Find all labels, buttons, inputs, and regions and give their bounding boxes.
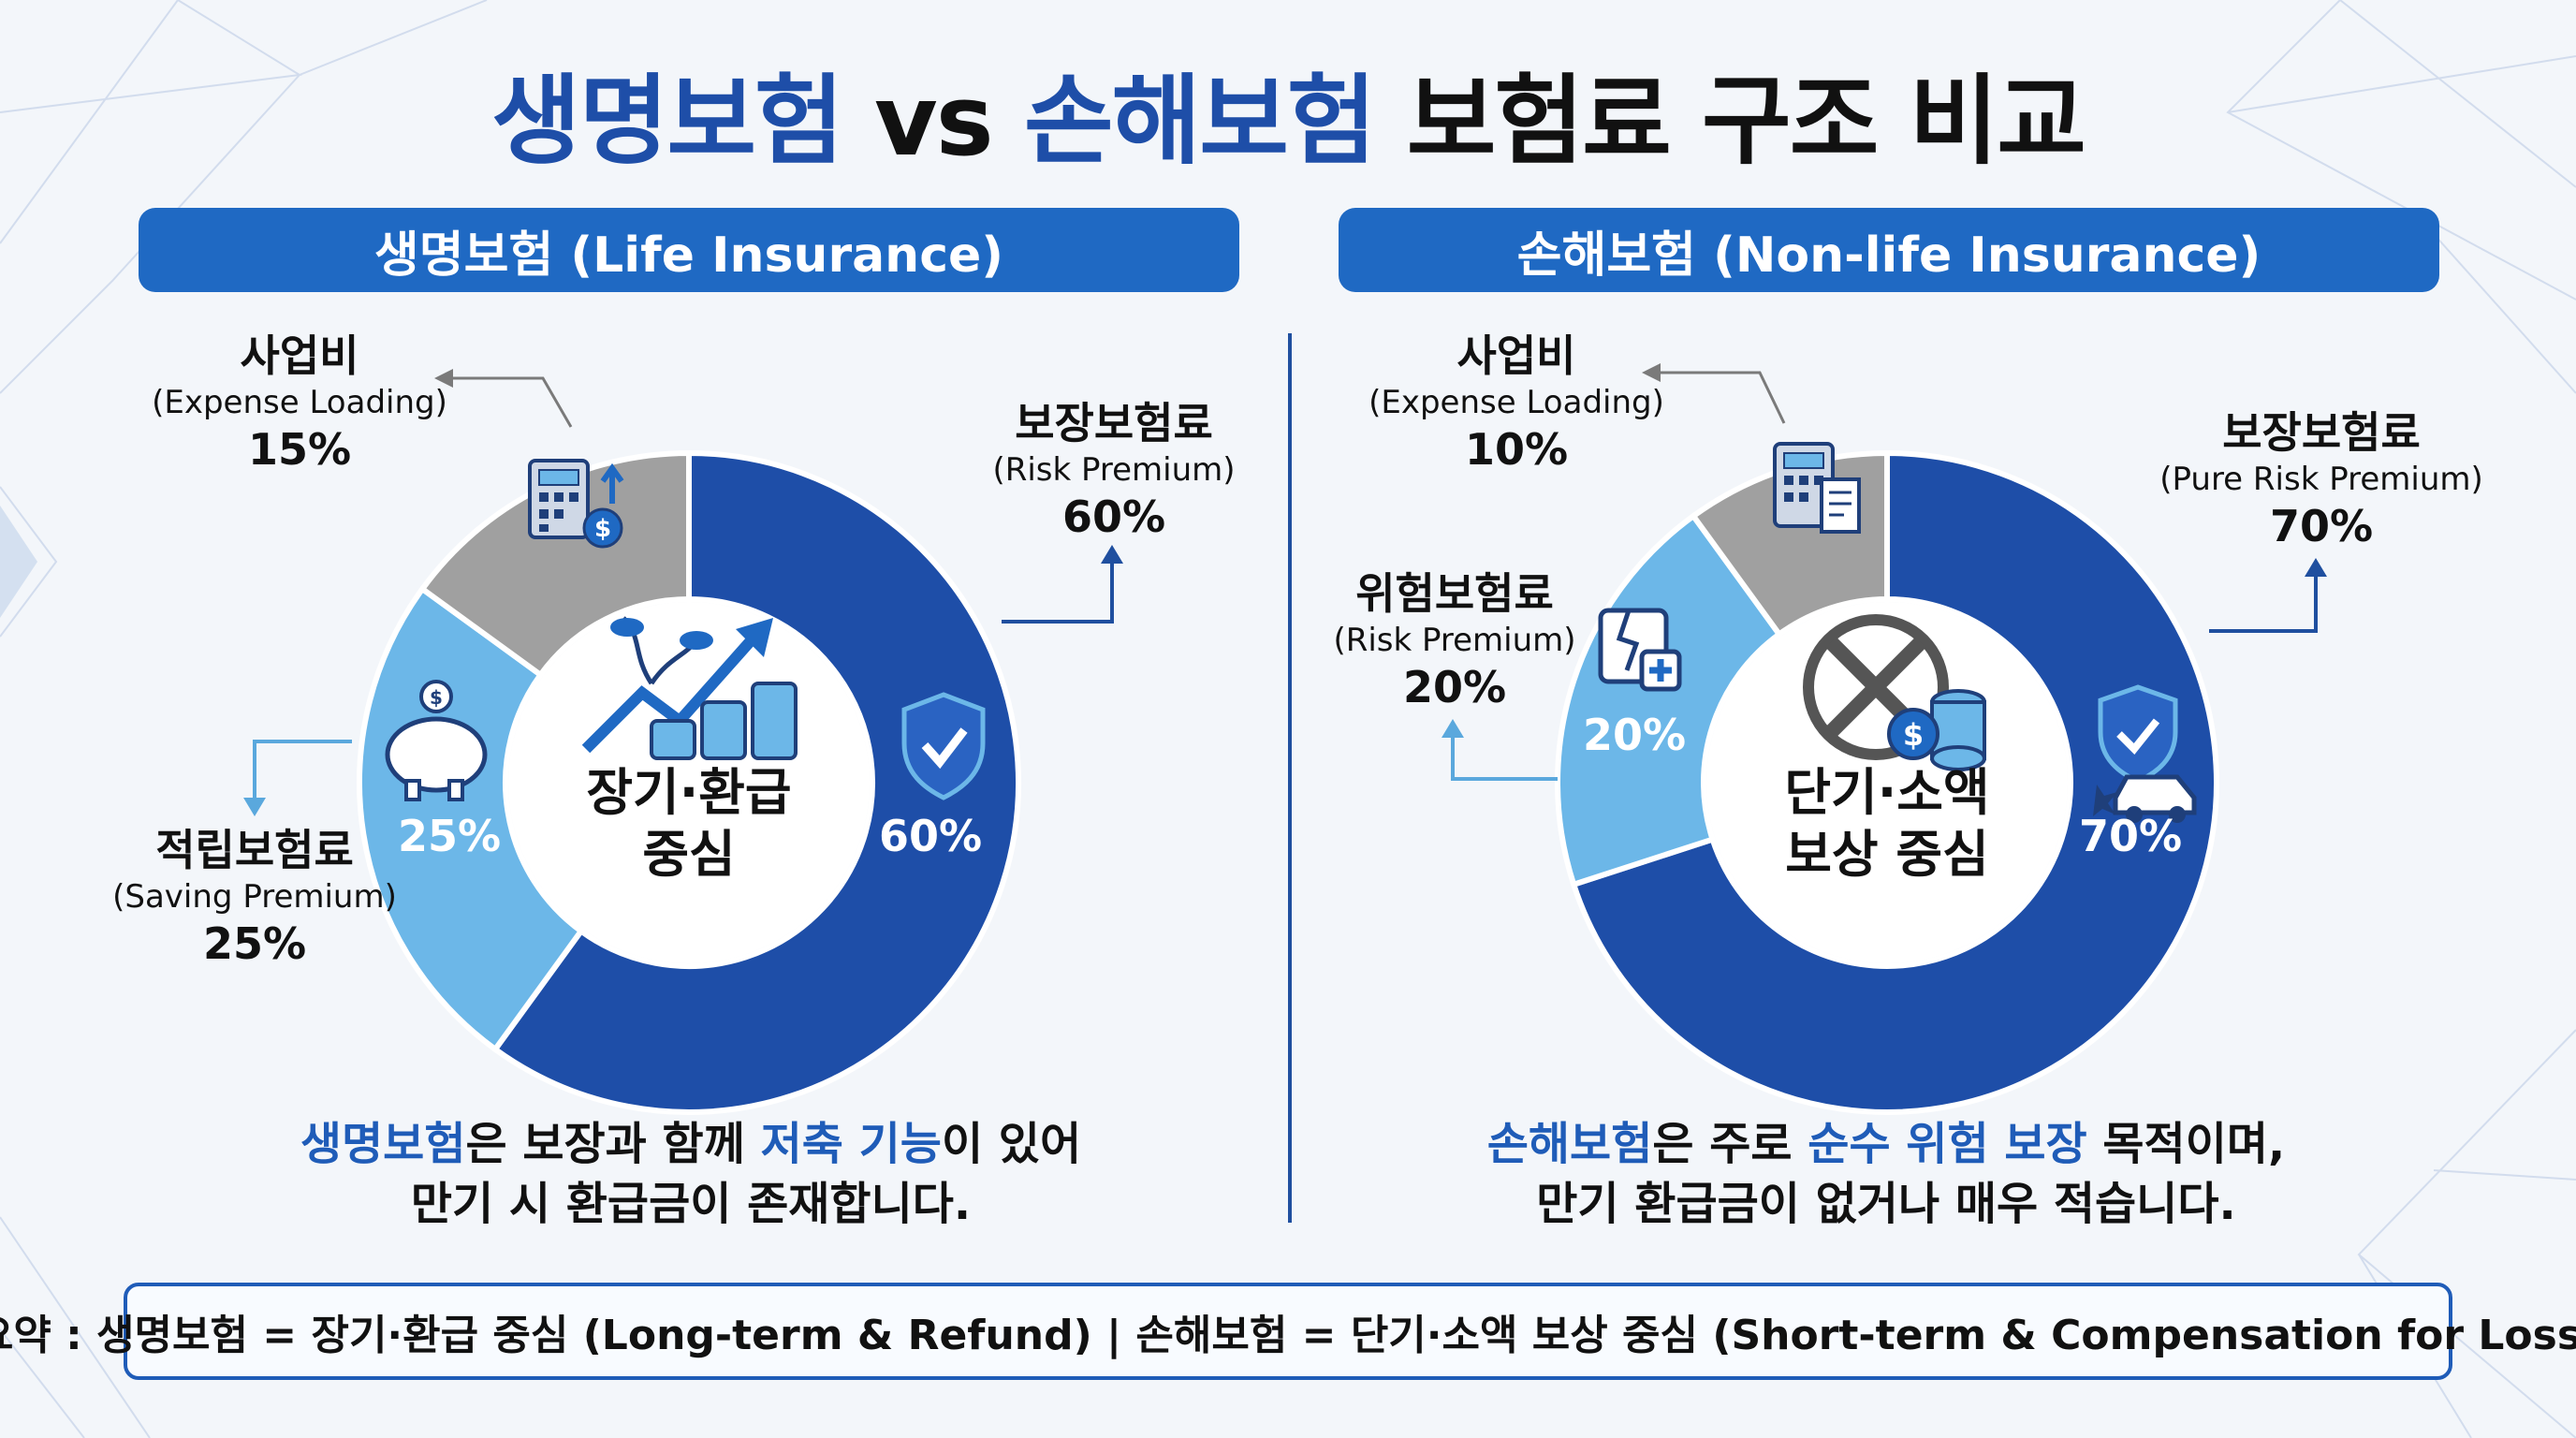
- life-expense-arrow: [434, 369, 453, 388]
- nonlife-pure-risk-connector: [2209, 573, 2318, 633]
- nonlife-risk-inner-pct: 20%: [1582, 710, 1687, 760]
- damaged-building-icon: [1598, 608, 1682, 692]
- nonlife-expense-arrow: [1642, 363, 1661, 382]
- life-risk-inner-pct: 60%: [878, 811, 983, 861]
- nonlife-pure-risk-sub: (Pure Risk Premium): [2159, 461, 2483, 498]
- life-insurance-header: 생명보험 (Life Insurance): [139, 208, 1239, 292]
- life-risk-pct: 60%: [1061, 492, 1166, 542]
- nonlife-center-text: 단기·소액 보상 중심: [1747, 762, 2027, 886]
- title-life: 생명보험: [491, 64, 844, 178]
- shield-check-icon: [901, 692, 986, 800]
- title-nonlife: 손해보험: [1023, 64, 1377, 178]
- life-risk-connector: [1002, 560, 1114, 624]
- life-saving-inner-pct: 25%: [397, 811, 502, 861]
- nonlife-desc-line2: 만기 환급금이 없거나 매우 적습니다.: [1536, 1178, 2236, 1230]
- nonlife-desc-text1: 은 주로: [1652, 1118, 1808, 1170]
- life-expense-title: 사업비: [240, 330, 359, 381]
- piggy-bank-icon: $: [385, 680, 488, 801]
- calculator-coin-icon: $: [528, 459, 624, 549]
- nonlife-expense-label: 사업비 (Expense Loading) 10%: [1357, 330, 1676, 476]
- no-refund-coins-icon: $: [1803, 614, 1986, 771]
- nonlife-desc-hl2: 순수 위험 보장: [1808, 1118, 2087, 1170]
- title-rest: 보험료 구조 비교: [1374, 64, 2086, 178]
- nonlife-risk-connector: [1451, 734, 1558, 781]
- nonlife-pure-risk-arrow: [2305, 558, 2327, 577]
- nonlife-insurance-header: 손해보험 (Non-life Insurance): [1339, 208, 2439, 292]
- nonlife-pure-risk-label: 보장보험료 (Pure Risk Premium) 70%: [2144, 406, 2499, 552]
- life-saving-connector: [253, 740, 352, 801]
- life-slice-2: [357, 584, 585, 1053]
- life-slice-3: [418, 449, 692, 679]
- nonlife-expense-title: 사업비: [1456, 330, 1576, 381]
- life-saving-pct: 25%: [202, 918, 307, 969]
- summary-box: 요약 : 생명보험 = 장기·환급 중심 (Long-term & Refund…: [0, 1283, 2576, 1380]
- life-desc-text2: 이 있어: [941, 1118, 1082, 1170]
- life-risk-arrow: [1101, 545, 1123, 564]
- life-saving-label: 적립보험료 (Saving Premium) 25%: [105, 824, 404, 970]
- nonlife-risk-sub: (Risk Premium): [1333, 622, 1576, 659]
- nonlife-risk-arrow: [1442, 719, 1464, 738]
- life-saving-title: 적립보험료: [155, 825, 354, 875]
- nonlife-donut-hole: [1706, 602, 2068, 963]
- title-vs: vs: [842, 64, 1024, 178]
- life-desc-line1: 생명보험은 보장과 함께 저축 기능이 있어: [168, 1114, 1213, 1174]
- life-center-line2: 중심: [642, 825, 736, 884]
- nonlife-risk-label: 위험보험료 (Risk Premium) 20%: [1307, 567, 1603, 713]
- nonlife-desc-hl1: 손해보험: [1486, 1118, 1653, 1170]
- svg-text:$: $: [1903, 717, 1924, 753]
- nonlife-description: 손해보험은 주로 순수 위험 보장 목적이며, 만기 환급금이 없거나 매우 적…: [1348, 1114, 2424, 1234]
- nonlife-desc-text2: 목적이며,: [2086, 1118, 2286, 1170]
- nonlife-pure-risk-inner-pct: 70%: [2078, 811, 2183, 861]
- growth-coins-icon: [581, 616, 798, 760]
- nonlife-center-line2: 보상 중심: [1785, 825, 1989, 884]
- svg-text:$: $: [430, 686, 443, 709]
- nonlife-expense-pct: 10%: [1464, 424, 1569, 475]
- nonlife-center-line1: 단기·소액: [1784, 763, 1990, 822]
- nonlife-pure-risk-title: 보장보험료: [2222, 407, 2421, 458]
- life-expense-connector: [449, 376, 573, 428]
- life-saving-arrow: [243, 798, 266, 816]
- life-center-line1: 장기·환급: [586, 763, 792, 822]
- nonlife-expense-connector: [1657, 371, 1786, 424]
- life-expense-sub: (Expense Loading): [152, 384, 447, 421]
- life-expense-label: 사업비 (Expense Loading) 15%: [140, 330, 459, 476]
- nonlife-desc-line1: 손해보험은 주로 순수 위험 보장 목적이며,: [1348, 1114, 2424, 1174]
- life-saving-sub: (Saving Premium): [112, 878, 397, 916]
- nonlife-risk-pct: 20%: [1402, 662, 1507, 712]
- life-desc-hl2: 저축 기능: [760, 1118, 942, 1170]
- section-divider: [1288, 333, 1292, 1223]
- page-title: 생명보험 vs 손해보험 보험료 구조 비교: [0, 41, 2576, 183]
- life-description: 생명보험은 보장과 함께 저축 기능이 있어 만기 시 환급금이 존재합니다.: [168, 1114, 1213, 1234]
- life-desc-hl1: 생명보험: [300, 1118, 466, 1170]
- life-center-text: 장기·환급 중심: [549, 762, 829, 886]
- life-desc-text1: 은 보장과 함께: [465, 1118, 761, 1170]
- life-desc-line2: 만기 시 환급금이 존재합니다.: [410, 1178, 972, 1230]
- life-risk-sub: (Risk Premium): [992, 451, 1236, 489]
- life-risk-label: 보장보험료 (Risk Premium) 60%: [964, 397, 1264, 543]
- life-slice-1: [490, 449, 1021, 1115]
- life-risk-title: 보장보험료: [1015, 398, 1213, 448]
- nonlife-risk-title: 위험보험료: [1355, 568, 1554, 619]
- shield-car-icon: [2093, 684, 2197, 823]
- nonlife-slice-1: [1570, 449, 2219, 1115]
- svg-text:$: $: [594, 515, 611, 543]
- life-expense-pct: 15%: [247, 424, 352, 475]
- nonlife-expense-sub: (Expense Loading): [1368, 384, 1664, 421]
- calculator-receipt-icon: [1773, 442, 1861, 534]
- nonlife-pure-risk-pct: 70%: [2269, 501, 2374, 551]
